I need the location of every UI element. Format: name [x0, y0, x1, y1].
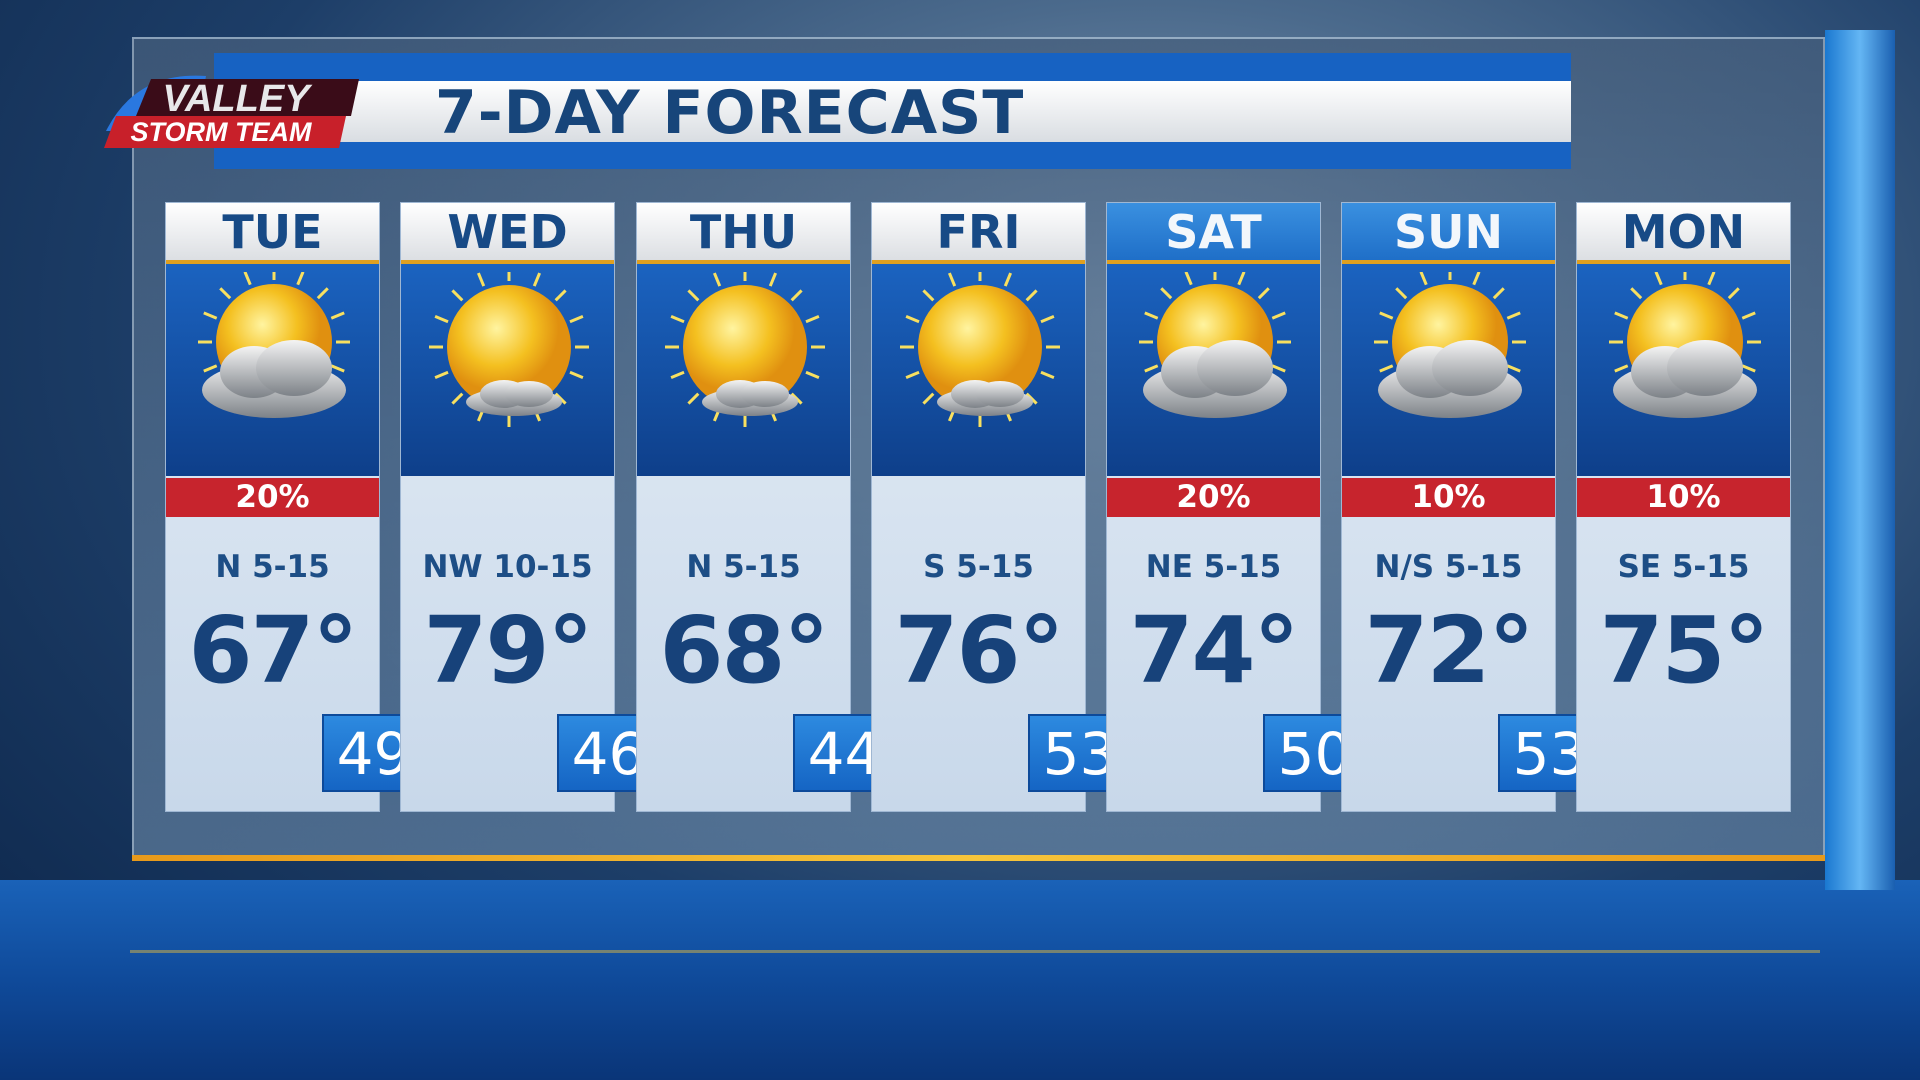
wind: N 5-15: [215, 549, 330, 585]
mostly-sunny-icon: [872, 264, 1085, 476]
partly-cloudy-icon: [166, 264, 379, 476]
precip-chance: 20%: [1107, 478, 1320, 517]
wind: N 5-15: [686, 549, 801, 585]
partly-cloudy-icon: [1107, 264, 1320, 476]
high-temp: 79°: [423, 597, 593, 704]
background-floor: [0, 880, 1920, 1080]
day-label: MON: [1577, 203, 1790, 264]
high-temp: 76°: [894, 597, 1064, 704]
svg-text:VALLEY: VALLEY: [162, 78, 313, 120]
day-label: SUN: [1342, 203, 1555, 264]
high-temp: 75°: [1599, 597, 1769, 704]
high-temp: 68°: [659, 597, 829, 704]
high-temp: 67°: [188, 597, 358, 704]
partly-cloudy-icon: [1577, 264, 1790, 476]
precip-chance: 10%: [1577, 478, 1790, 517]
day-column-wed: WED NW 10-15 79°: [400, 202, 615, 812]
day-column-mon: MON 10% SE 5-15 75°: [1576, 202, 1791, 812]
mostly-sunny-icon: [401, 264, 614, 476]
partly-cloudy-icon: [1342, 264, 1555, 476]
wind: S 5-15: [923, 549, 1034, 585]
wind: SE 5-15: [1617, 549, 1750, 585]
mostly-sunny-icon: [637, 264, 850, 476]
page-title: 7-DAY FORECAST: [435, 78, 1025, 148]
valley-storm-team-logo: VALLEY STORM TEAM: [104, 75, 359, 148]
wind: NW 10-15: [422, 549, 593, 585]
precip-chance: [872, 478, 1085, 517]
day-label: WED: [401, 203, 614, 264]
wind: N/S 5-15: [1374, 549, 1523, 585]
svg-text:STORM TEAM: STORM TEAM: [131, 117, 313, 147]
day-column-thu: THU N 5-15 68°: [636, 202, 851, 812]
day-column-tue: TUE 20% N 5-15 67°: [165, 202, 380, 812]
precip-chance: 20%: [166, 478, 379, 517]
day-label: SAT: [1107, 203, 1320, 264]
precip-chance: [401, 478, 614, 517]
divider-line: [132, 855, 1825, 861]
day-column-sun: SUN 10% N/S 5-15 72°: [1341, 202, 1556, 812]
decorative-bar: [1825, 30, 1895, 890]
day-label: FRI: [872, 203, 1085, 264]
high-temp: 74°: [1129, 597, 1299, 704]
wind: NE 5-15: [1145, 549, 1282, 585]
day-label: THU: [637, 203, 850, 264]
day-label: TUE: [166, 203, 379, 264]
precip-chance: [637, 478, 850, 517]
title-strip: [214, 81, 1571, 142]
high-temp: 72°: [1364, 597, 1534, 704]
day-column-fri: FRI S 5-15 76°: [871, 202, 1086, 812]
precip-chance: 10%: [1342, 478, 1555, 517]
day-column-sat: SAT 20% NE 5-15 74°: [1106, 202, 1321, 812]
